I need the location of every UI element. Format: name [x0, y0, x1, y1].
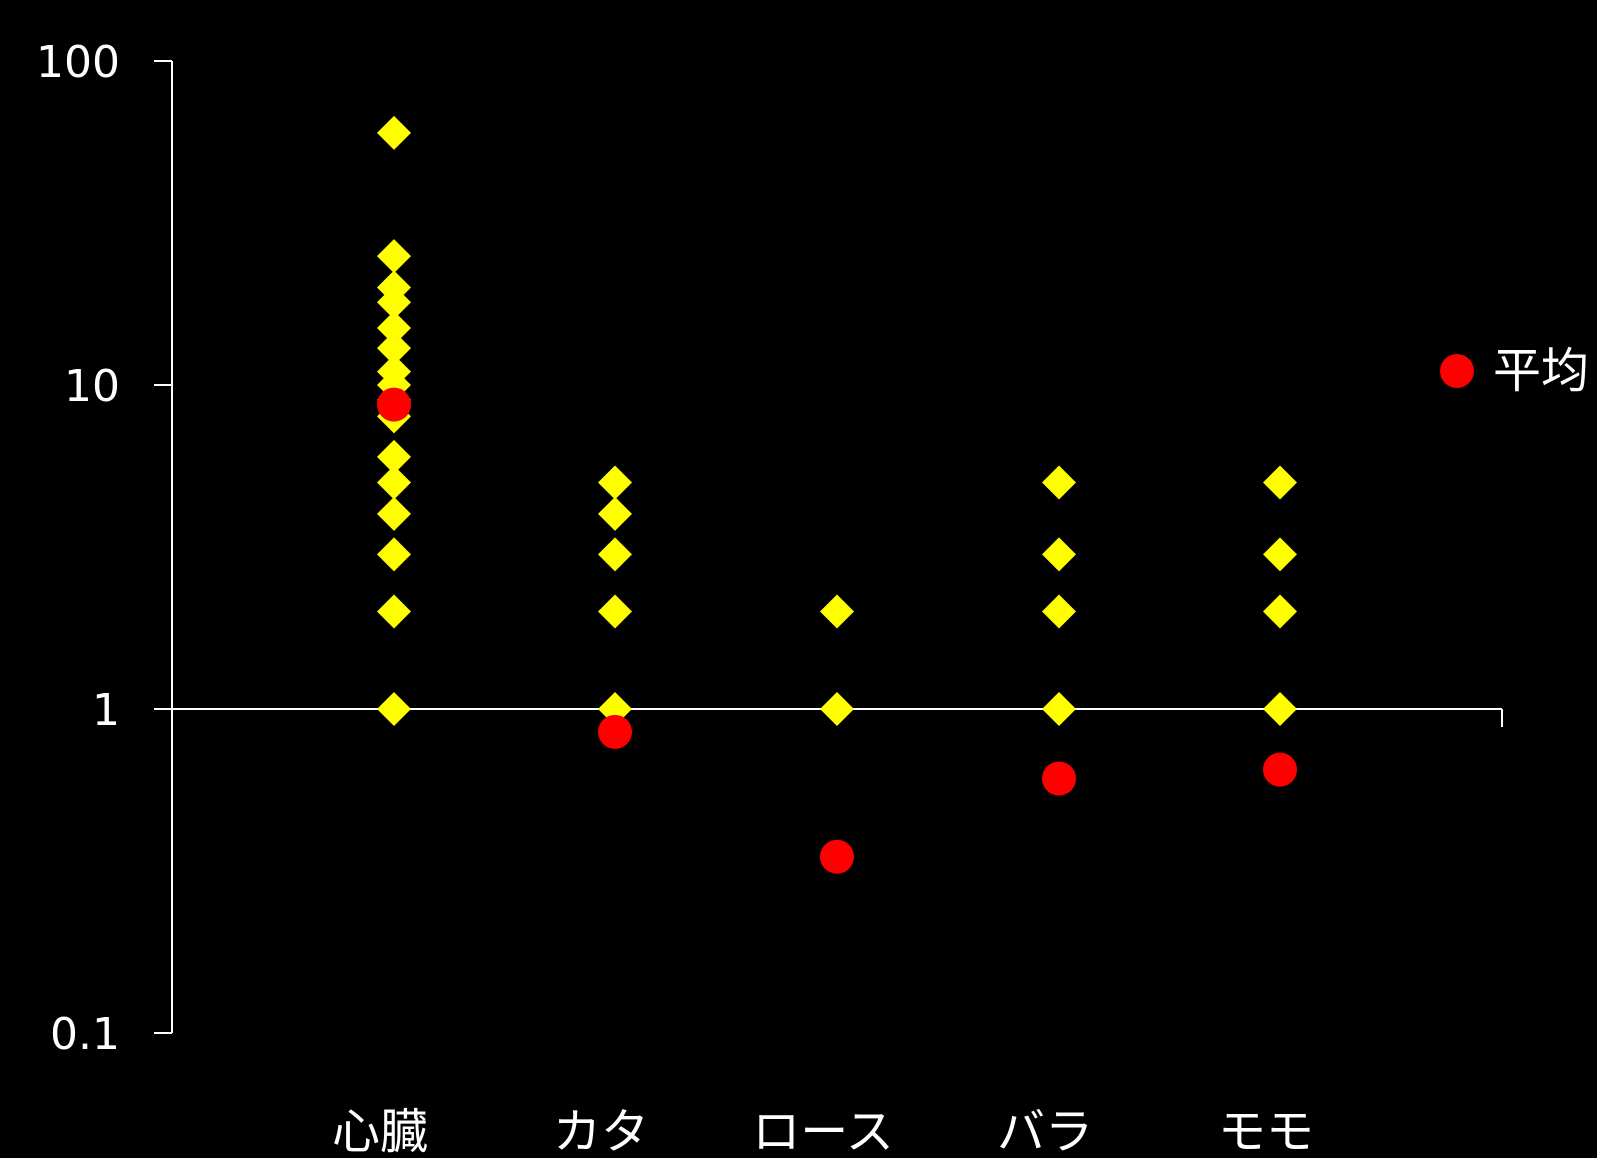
x-category-label: 心臓: [332, 1104, 428, 1158]
data-point-diamond: [377, 594, 411, 629]
data-point-mean: [377, 387, 411, 422]
y-tick-label: 0.1: [50, 1009, 120, 1060]
x-category-labels: 心臓 カタ ロース バラ モモ: [332, 1104, 1314, 1158]
data-point-diamond: [377, 692, 411, 726]
data-point-diamond: [377, 310, 411, 345]
data-point-diamond: [820, 692, 854, 726]
legend-marker-mean: [1440, 354, 1474, 388]
data-point-diamond: [377, 115, 411, 150]
x-category-label: カタ: [553, 1104, 649, 1158]
data-point-diamond: [598, 465, 632, 500]
data-point-diamond: [1263, 692, 1297, 726]
data-point-diamond: [1263, 537, 1297, 572]
chart-axes: [154, 60, 1503, 1034]
data-point-diamond: [598, 496, 632, 531]
data-point-diamond: [1042, 594, 1076, 629]
individual-points: [377, 115, 1297, 726]
legend-label-mean: 平均: [1493, 343, 1589, 399]
data-point-mean: [820, 839, 854, 874]
data-point-diamond: [1042, 465, 1076, 500]
data-point-diamond: [820, 594, 854, 629]
data-point-diamond: [1042, 692, 1076, 726]
data-point-diamond: [377, 537, 411, 572]
data-point-diamond: [1263, 465, 1297, 500]
x-category-label: ロース: [752, 1104, 894, 1158]
mean-points: [377, 387, 1297, 874]
data-point-mean: [1042, 761, 1076, 796]
data-point-diamond: [598, 594, 632, 629]
data-point-diamond: [377, 439, 411, 474]
data-point-diamond: [377, 239, 411, 274]
data-point-mean: [598, 714, 632, 749]
data-point-diamond: [377, 496, 411, 531]
data-point-diamond: [377, 285, 411, 320]
data-point-diamond: [377, 465, 411, 500]
y-tick-label: 10: [64, 361, 120, 412]
data-point-diamond: [1263, 594, 1297, 629]
data-point-diamond: [1042, 537, 1076, 572]
x-category-label: モモ: [1218, 1104, 1314, 1158]
legend: 平均: [1440, 343, 1589, 399]
data-point-mean: [1263, 752, 1297, 787]
data-point-diamond: [377, 331, 411, 366]
y-tick-label: 1: [92, 685, 120, 736]
y-tick-label: 100: [36, 37, 120, 88]
x-category-label: バラ: [997, 1104, 1093, 1158]
data-point-diamond: [598, 537, 632, 572]
y-tick-labels: 100 10 1 0.1: [36, 37, 120, 1060]
